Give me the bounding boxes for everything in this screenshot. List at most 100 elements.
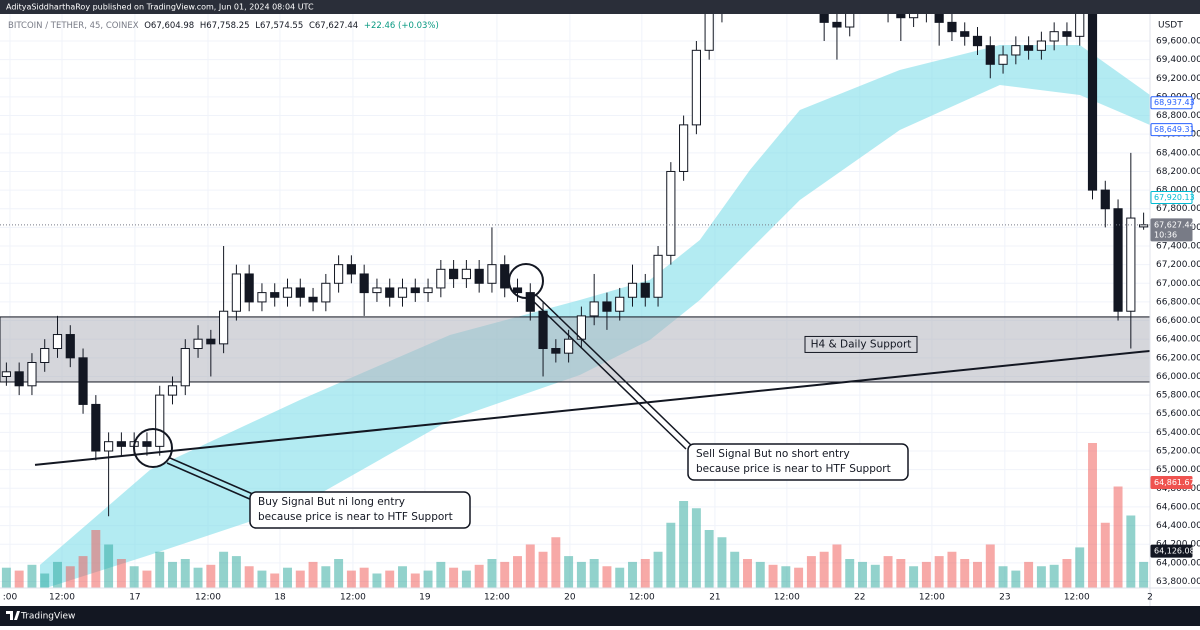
candle-body xyxy=(500,264,510,289)
x-tick-label: 12:00 xyxy=(919,593,945,603)
x-tick-label: 12:00 xyxy=(49,593,75,603)
candle-body xyxy=(295,287,305,298)
price-label-box xyxy=(1150,544,1193,558)
y-tick-label: 67,200.00 xyxy=(1156,260,1200,270)
signal-circle xyxy=(133,428,173,468)
ohlc-low: L67,574.55 xyxy=(255,21,303,31)
symbol-legend: BITCOIN / TETHER, 45, COINEX O67,604.98 … xyxy=(8,21,439,31)
ohlc-change: +22.46 (+0.03%) xyxy=(364,21,439,31)
x-tick-label: 18 xyxy=(274,593,286,603)
x-tick-label: :00 xyxy=(3,593,18,603)
volume-bar xyxy=(283,567,292,588)
candle-body xyxy=(91,403,101,452)
volume-bar xyxy=(385,570,395,588)
callout-text: because price is near to HTF Support xyxy=(258,511,453,523)
candle-body xyxy=(487,264,497,284)
volume-bar xyxy=(538,551,548,588)
price-label-box xyxy=(1150,123,1193,137)
x-tick-label: 21 xyxy=(709,593,720,603)
volume-bar xyxy=(730,551,740,588)
volume-bar xyxy=(1100,522,1110,588)
candle-body xyxy=(1024,45,1034,51)
candle-body xyxy=(52,334,63,350)
symbol: BITCOIN / TETHER, 45, COINEX xyxy=(8,21,139,31)
y-tick-label: 68,400.00 xyxy=(1156,148,1200,158)
y-tick-label: 66,600.00 xyxy=(1156,316,1200,326)
candle-body xyxy=(691,49,701,126)
volume-bar xyxy=(295,570,305,588)
callout-connector xyxy=(166,462,253,501)
y-tick-label: 67,400.00 xyxy=(1156,242,1200,252)
volume-bar xyxy=(219,551,229,588)
price-label-box xyxy=(1150,96,1193,110)
candle-body xyxy=(985,45,995,65)
callout-text: because price is near to HTF Support xyxy=(696,463,891,475)
candle-body xyxy=(321,282,331,303)
x-tick-label: 12:00 xyxy=(629,593,655,603)
x-tick-label: 12:00 xyxy=(1064,593,1090,603)
candle-body xyxy=(193,338,203,350)
volume-bar xyxy=(794,567,804,588)
volume-bar xyxy=(27,564,37,588)
volume-bar xyxy=(155,551,165,588)
volume-bar xyxy=(1011,570,1021,588)
volume-bar xyxy=(960,559,970,588)
volume-bar xyxy=(14,570,24,588)
volume-bar xyxy=(91,530,101,588)
candle-body xyxy=(564,338,574,354)
candle-body xyxy=(832,21,842,28)
volume-bar xyxy=(806,556,816,588)
price-label-box xyxy=(1150,191,1193,205)
candle-body xyxy=(551,348,561,354)
volume-bar xyxy=(78,556,88,588)
volume-bar xyxy=(589,559,599,588)
x-tick-label: 2 xyxy=(1147,593,1153,603)
axes: 63,800.0064,000.0064,200.0064,400.0064,6… xyxy=(3,37,1200,603)
candle-body xyxy=(397,287,408,298)
candle-body xyxy=(474,268,484,284)
y-tick-label: 69,400.00 xyxy=(1156,55,1200,65)
y-tick-label: 69,200.00 xyxy=(1156,74,1200,84)
volume-bar xyxy=(359,567,369,588)
currency: USDT xyxy=(1158,21,1183,31)
volume-bar xyxy=(308,561,318,588)
volume-bar xyxy=(1062,559,1072,588)
signal-circle xyxy=(508,263,544,299)
volume-bar xyxy=(883,556,893,588)
x-tick-label: 12:00 xyxy=(774,593,800,603)
volume-bar xyxy=(1024,561,1034,588)
candle-body xyxy=(206,338,216,345)
volume-bar xyxy=(973,561,982,588)
volume-bar xyxy=(679,501,689,588)
candle-body xyxy=(615,296,625,312)
candle-body xyxy=(845,14,855,28)
candle-body xyxy=(589,301,599,317)
x-tick-label: 19 xyxy=(419,593,431,603)
volume-bar xyxy=(998,566,1008,588)
volume-bar xyxy=(947,551,957,588)
volume-bar xyxy=(474,564,484,588)
callout-box xyxy=(687,443,909,481)
zone-label: H4 & Daily Support xyxy=(811,338,912,350)
y-tick-label: 67,800.00 xyxy=(1156,204,1200,214)
candle-body xyxy=(155,394,165,447)
candle-body xyxy=(896,14,906,19)
volume-bar xyxy=(921,561,931,588)
volume-bar xyxy=(346,570,356,588)
candle-body xyxy=(372,287,382,294)
zone-label-box xyxy=(804,335,918,353)
candle-body xyxy=(104,441,114,452)
volume-bar xyxy=(231,556,241,588)
candle-body xyxy=(65,334,75,359)
candle-body xyxy=(423,287,433,294)
volume-bar xyxy=(551,537,561,588)
candle-body xyxy=(167,385,178,396)
support-zone xyxy=(0,316,1150,383)
volume-bar xyxy=(65,566,75,588)
volume-bar xyxy=(1036,566,1046,588)
price-label-box xyxy=(1150,476,1193,490)
candle-body xyxy=(244,273,254,303)
volume-bar xyxy=(372,573,382,588)
volume-bar xyxy=(985,544,995,588)
